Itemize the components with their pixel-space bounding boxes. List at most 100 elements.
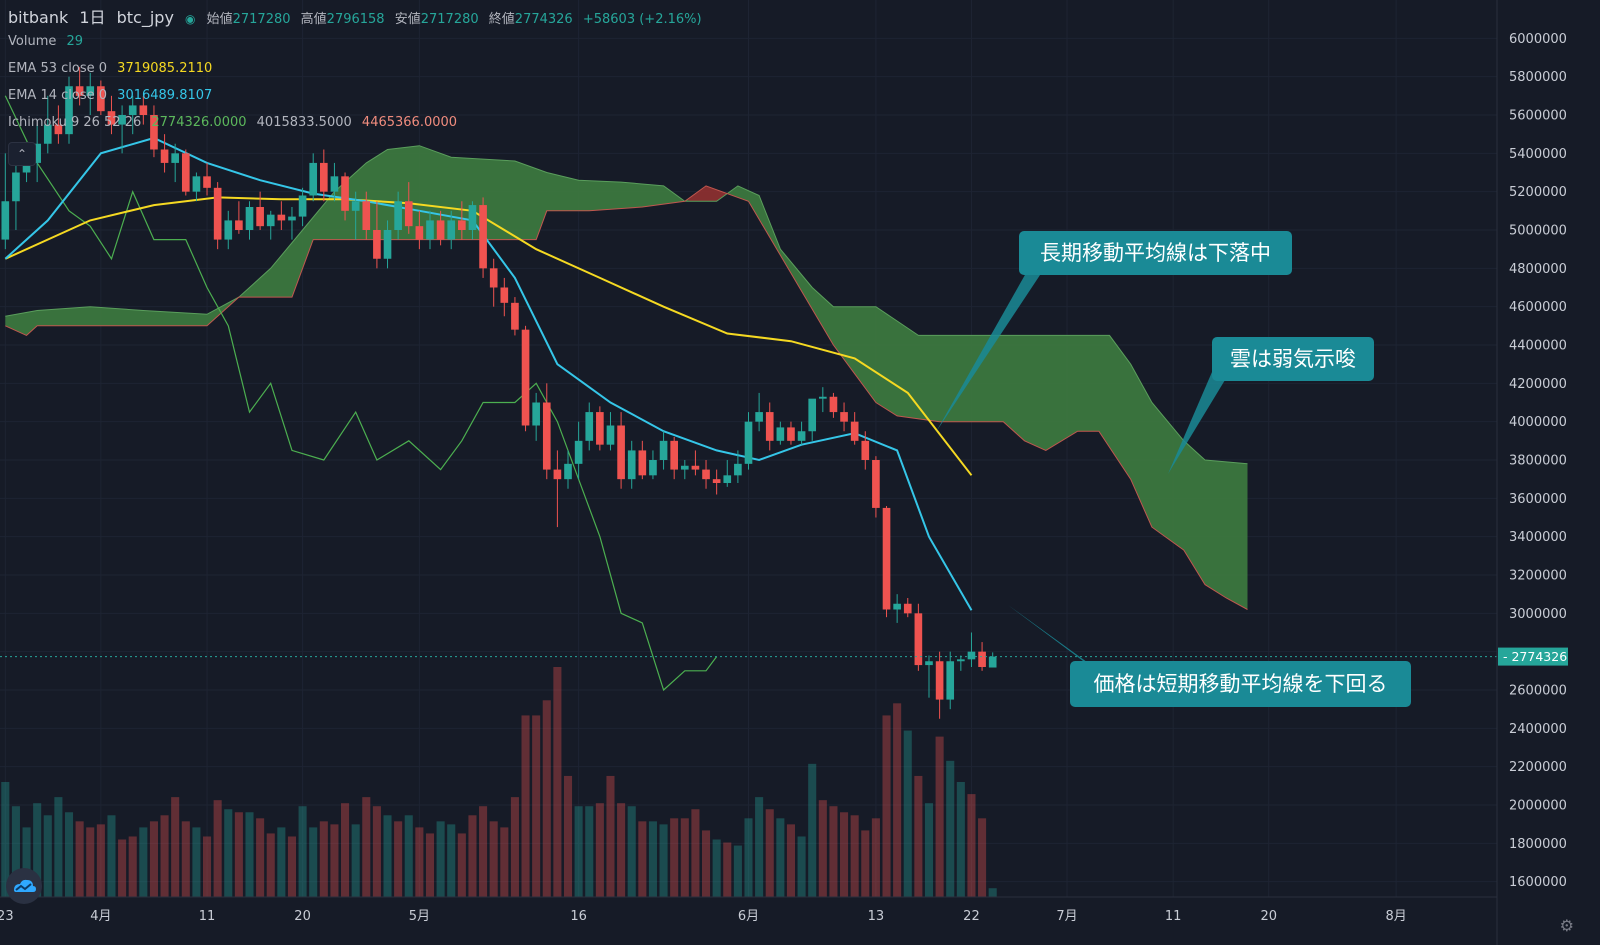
volume-bar bbox=[595, 803, 604, 897]
time-tick-label: 13 bbox=[868, 909, 885, 924]
price-tick-label: 4400000 bbox=[1509, 339, 1567, 354]
symbol-name: btc_jpy bbox=[116, 8, 174, 27]
candle-body bbox=[659, 440, 668, 460]
candle-body bbox=[988, 656, 997, 668]
candle-body bbox=[765, 412, 774, 441]
candle-body bbox=[33, 143, 41, 163]
volume-bar bbox=[956, 782, 965, 897]
annotation-pointer bbox=[1168, 372, 1225, 474]
volume-bar bbox=[11, 806, 20, 897]
ema14-legend[interactable]: EMA 14 close 0 3016489.8107 bbox=[8, 88, 218, 103]
volume-bar bbox=[978, 818, 987, 897]
candle-body bbox=[925, 661, 933, 666]
candle-body bbox=[903, 603, 912, 614]
settings-gear-icon[interactable]: ⚙ bbox=[1559, 916, 1574, 935]
volume-value: 29 bbox=[66, 34, 84, 49]
candle-body bbox=[468, 205, 477, 230]
candle-body bbox=[426, 220, 434, 240]
ichimoku-value-1: 2774326.0000 bbox=[151, 115, 247, 130]
candle-body bbox=[627, 450, 636, 480]
volume-bar bbox=[479, 806, 488, 897]
price-tick-label: 4200000 bbox=[1509, 377, 1567, 392]
cloud-segment bbox=[727, 185, 1248, 610]
candle-body bbox=[967, 651, 976, 660]
volume-legend[interactable]: Volume 29 bbox=[8, 34, 89, 49]
time-tick-label: 4月 bbox=[90, 909, 111, 924]
volume-bar bbox=[542, 700, 551, 897]
volume-bar bbox=[436, 821, 445, 897]
time-axis: 23 4月 11 20 5月 16 6月 13 22 7月 11 20 8月 bbox=[0, 896, 1497, 924]
volume-bar bbox=[64, 812, 74, 897]
candle-body bbox=[893, 603, 901, 610]
volume-bar bbox=[171, 797, 180, 897]
candle-body bbox=[574, 440, 583, 464]
volume-bar bbox=[394, 821, 403, 897]
price-tick-label: 3600000 bbox=[1509, 492, 1567, 507]
volume-bar bbox=[362, 797, 371, 897]
volume-bar bbox=[617, 803, 626, 897]
time-tick-label: 20 bbox=[294, 909, 311, 924]
price-tick-label: 4600000 bbox=[1509, 300, 1567, 315]
ichimoku-label: Ichimoku 9 26 52 26 bbox=[8, 115, 142, 130]
ema53-legend[interactable]: EMA 53 close 0 3719085.2110 bbox=[8, 61, 218, 76]
tradingview-logo[interactable] bbox=[6, 868, 42, 904]
time-tick-label: 16 bbox=[570, 909, 587, 924]
candle-body bbox=[12, 172, 20, 202]
ichimoku-legend[interactable]: Ichimoku 9 26 52 26 2774326.0000 4015833… bbox=[8, 115, 463, 130]
interval-label[interactable]: 1日 bbox=[79, 8, 106, 27]
volume-bar bbox=[33, 803, 42, 897]
candle-body bbox=[532, 402, 540, 426]
volume-bar bbox=[850, 815, 859, 897]
exchange-name: bitbank bbox=[8, 8, 69, 27]
ema53-label: EMA 53 close 0 bbox=[8, 61, 108, 76]
annotation-text: 雲は弱気示唆 bbox=[1230, 347, 1356, 371]
candle-body bbox=[521, 329, 530, 426]
candle-body bbox=[818, 396, 827, 399]
annotation-text: 価格は短期移動平均線を下回る bbox=[1094, 672, 1388, 696]
volume-label: Volume bbox=[8, 34, 57, 49]
candle-body bbox=[97, 86, 105, 112]
price-tick-label: 6000000 bbox=[1509, 32, 1567, 47]
price-axis-bg bbox=[1497, 0, 1600, 945]
symbol-header[interactable]: bitbank 1日 btc_jpy ◉ 始値2717280 高値2796158… bbox=[8, 4, 714, 28]
volume-bar bbox=[107, 815, 116, 897]
volume-bar bbox=[776, 818, 785, 897]
senkou-span-a-line bbox=[5, 145, 1248, 465]
candle-body bbox=[43, 124, 52, 144]
candle-body bbox=[649, 460, 657, 476]
close-value: 2774326 bbox=[514, 12, 573, 27]
candle-body bbox=[564, 463, 572, 480]
volume-bar bbox=[54, 797, 63, 897]
candle-body bbox=[341, 176, 349, 211]
volume-bar bbox=[309, 827, 318, 897]
price-tick-label: 1600000 bbox=[1509, 875, 1567, 890]
collapse-legend-button[interactable]: ⌃ bbox=[8, 142, 36, 166]
candle-body bbox=[797, 431, 806, 441]
ichimoku-cloud bbox=[5, 145, 1248, 610]
candle-body bbox=[489, 268, 498, 288]
price-axis: - 2774326 1600000 1800000 2000000 2200000 240… bbox=[1496, 0, 1600, 945]
volume-bar bbox=[489, 821, 498, 897]
volume-bar bbox=[648, 821, 657, 897]
candle-body bbox=[638, 450, 647, 476]
last-price-value: - 2774326 bbox=[1503, 649, 1567, 664]
candle-body bbox=[192, 176, 201, 192]
candle-body bbox=[277, 214, 286, 221]
candle-body bbox=[65, 86, 73, 135]
volume-bar bbox=[840, 812, 849, 897]
volume-bar bbox=[277, 827, 286, 897]
volume-bar bbox=[468, 815, 477, 897]
time-tick-label: 6月 bbox=[738, 909, 759, 924]
price-tick-label: 3200000 bbox=[1509, 569, 1567, 584]
low-label: 安値 bbox=[394, 12, 421, 27]
candle-body bbox=[850, 421, 859, 441]
high-label: 高値 bbox=[300, 12, 327, 27]
ichimoku-value-2: 4015833.5000 bbox=[256, 115, 352, 130]
candle-body bbox=[840, 412, 848, 422]
volume-bar bbox=[128, 836, 137, 897]
volume-bar bbox=[882, 715, 891, 897]
candle-body bbox=[160, 149, 169, 163]
candle-body bbox=[511, 302, 519, 330]
volume-bar bbox=[202, 836, 212, 897]
